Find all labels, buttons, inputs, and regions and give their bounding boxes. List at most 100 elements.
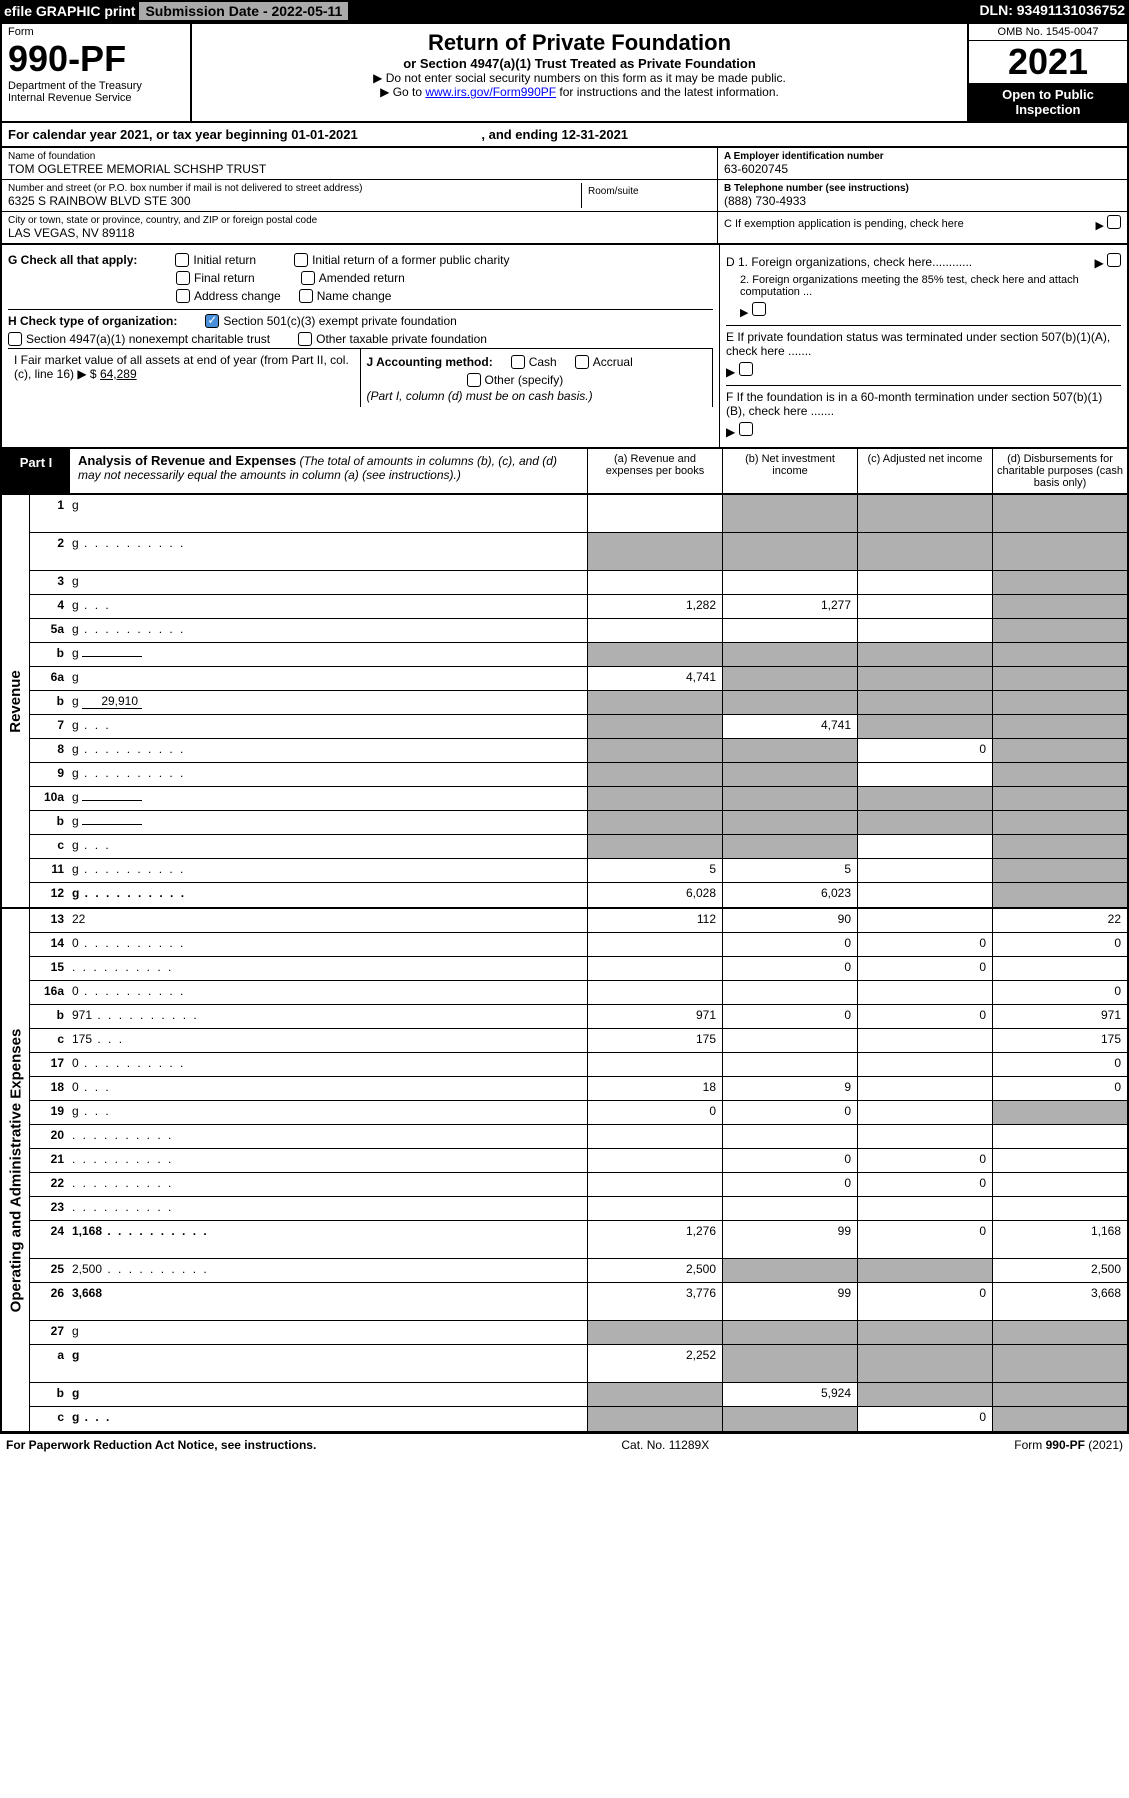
line-desc: g [68, 495, 587, 532]
j1-cb[interactable] [511, 355, 525, 369]
city-hdr: City or town, state or province, country… [8, 215, 711, 226]
cal-end: 12-31-2021 [562, 127, 629, 142]
cal-mid: , and ending [481, 127, 561, 142]
h1-cb[interactable] [205, 314, 219, 328]
g5-cb[interactable] [176, 289, 190, 303]
footer-right: Form 990-PF (2021) [1014, 1438, 1123, 1452]
d2-cb[interactable] [752, 302, 766, 316]
val-d: 0 [992, 981, 1127, 1004]
line-num: 4 [30, 595, 68, 618]
calendar-year: For calendar year 2021, or tax year begi… [0, 123, 1129, 148]
val-c [857, 1383, 992, 1406]
g6: Name change [317, 289, 392, 303]
val-d [992, 691, 1127, 714]
val-a: 971 [587, 1005, 722, 1028]
i-val: 64,289 [100, 367, 137, 381]
val-b: 90 [722, 909, 857, 932]
line-num: 12 [30, 883, 68, 907]
line-desc: 0 [68, 1053, 587, 1076]
val-a [587, 643, 722, 666]
line-num: 11 [30, 859, 68, 882]
part1-label: Part I [2, 449, 70, 493]
val-c [857, 981, 992, 1004]
g6-cb[interactable] [299, 289, 313, 303]
footer: For Paperwork Reduction Act Notice, see … [0, 1433, 1129, 1456]
footer-mid: Cat. No. 11289X [621, 1438, 709, 1452]
g4-cb[interactable] [301, 271, 315, 285]
val-c [857, 1077, 992, 1100]
table-row: cg [30, 835, 1127, 859]
j-note: (Part I, column (d) must be on cash basi… [367, 389, 707, 403]
val-a [587, 1321, 722, 1344]
val-a [587, 1197, 722, 1220]
table-row: 1g [30, 495, 1127, 533]
d1-cb[interactable] [1107, 253, 1121, 267]
val-b [722, 643, 857, 666]
val-d: 3,668 [992, 1283, 1127, 1320]
val-c [857, 595, 992, 618]
j2-cb[interactable] [575, 355, 589, 369]
val-b [722, 619, 857, 642]
g1: Initial return [193, 253, 256, 267]
table-row: 12g6,0286,023 [30, 883, 1127, 907]
revenue-text: Revenue [7, 670, 24, 733]
val-d [992, 619, 1127, 642]
check-section: G Check all that apply: Initial return I… [0, 245, 1129, 449]
submission-date: Submission Date - 2022-05-11 [139, 2, 348, 20]
line-num: c [30, 1029, 68, 1052]
val-c: 0 [857, 1283, 992, 1320]
e-cb[interactable] [739, 362, 753, 376]
val-a: 2,252 [587, 1345, 722, 1382]
expenses-text: Operating and Administrative Expenses [7, 1028, 24, 1312]
val-b: 9 [722, 1077, 857, 1100]
h2-cb[interactable] [8, 332, 22, 346]
revenue-side-label: Revenue [2, 495, 30, 907]
col-b-hdr: (b) Net investment income [722, 449, 857, 493]
val-d: 0 [992, 933, 1127, 956]
form-header: Form 990-PF Department of the Treasury I… [0, 22, 1129, 123]
val-a [587, 571, 722, 594]
val-c: 0 [857, 1173, 992, 1196]
col-c-hdr: (c) Adjusted net income [857, 449, 992, 493]
val-a [587, 811, 722, 834]
table-row: 8g0 [30, 739, 1127, 763]
room-hdr: Room/suite [581, 183, 711, 208]
irs-link[interactable]: www.irs.gov/Form990PF [425, 85, 556, 99]
val-b: 99 [722, 1221, 857, 1258]
g1-cb[interactable] [175, 253, 189, 267]
val-a: 2,500 [587, 1259, 722, 1282]
table-row: 1700 [30, 1053, 1127, 1077]
line-num: 5a [30, 619, 68, 642]
val-a: 6,028 [587, 883, 722, 907]
table-row: 20 [30, 1125, 1127, 1149]
col-a-hdr: (a) Revenue and expenses per books [587, 449, 722, 493]
val-d [992, 811, 1127, 834]
val-c: 0 [857, 933, 992, 956]
col-d-hdr: (d) Disbursements for charitable purpose… [992, 449, 1127, 493]
h3-cb[interactable] [298, 332, 312, 346]
table-row: 2g [30, 533, 1127, 571]
g3-cb[interactable] [176, 271, 190, 285]
j3-cb[interactable] [467, 373, 481, 387]
form-title: Return of Private Foundation [198, 30, 961, 56]
dept: Department of the Treasury [8, 80, 184, 92]
table-row: 241,1681,2769901,168 [30, 1221, 1127, 1259]
f-cb[interactable] [739, 422, 753, 436]
val-a [587, 619, 722, 642]
val-d [992, 571, 1127, 594]
line-num: 26 [30, 1283, 68, 1320]
val-c [857, 533, 992, 570]
val-a: 3,776 [587, 1283, 722, 1320]
g2-cb[interactable] [294, 253, 308, 267]
line-desc: g 29,910 [68, 691, 587, 714]
val-a: 4,741 [587, 667, 722, 690]
line-desc: g [68, 859, 587, 882]
val-a [587, 1383, 722, 1406]
table-row: cg0 [30, 1407, 1127, 1431]
val-d: 0 [992, 1077, 1127, 1100]
val-c [857, 571, 992, 594]
phone-hdr: B Telephone number (see instructions) [724, 183, 1121, 194]
line-desc [68, 1149, 587, 1172]
c-checkbox[interactable] [1107, 215, 1121, 229]
g-label: G Check all that apply: [8, 253, 137, 267]
